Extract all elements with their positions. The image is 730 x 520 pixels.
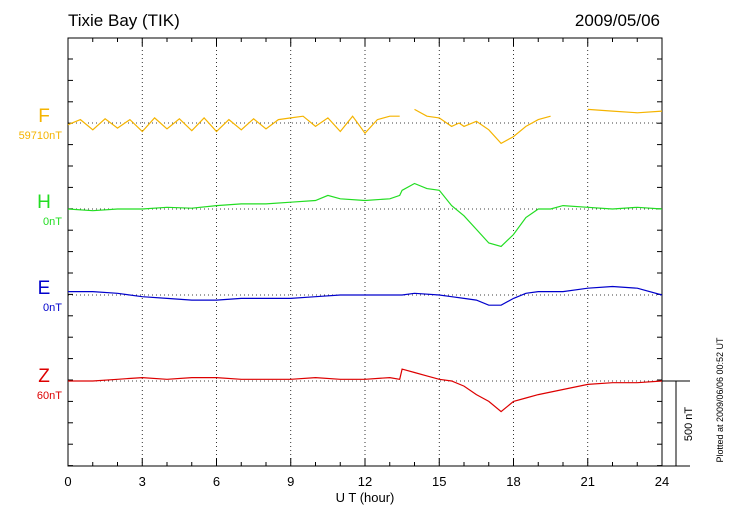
plotted-timestamp: Plotted at 2009/06/06 00:52 UT <box>715 337 725 463</box>
series-label-e: E <box>38 278 51 299</box>
series-baseline-z: 60nT <box>37 390 62 402</box>
series-layer: F 59710nT H 0nT E 0nT Z 60nT <box>19 106 663 413</box>
x-tick-label: 9 <box>287 474 294 489</box>
x-tick-label: 12 <box>358 474 372 489</box>
x-tick-label: 6 <box>213 474 220 489</box>
series-baseline-e: 0nT <box>43 302 62 314</box>
x-tick-label: 3 <box>139 474 146 489</box>
x-tick-label: 0 <box>64 474 71 489</box>
x-tick-label: 15 <box>432 474 446 489</box>
x-tick-label: 21 <box>581 474 595 489</box>
scale-bar: 500 nT <box>662 380 695 467</box>
scale-bar-label: 500 nT <box>683 407 695 442</box>
chart-title: Tixie Bay (TIK) <box>68 11 180 30</box>
series-baseline-h: 0nT <box>43 216 62 228</box>
series-baseline-f: 59710nT <box>19 130 63 142</box>
series-line-h <box>67 182 663 248</box>
series-label-z: Z <box>38 366 50 387</box>
x-tick-label: 24 <box>655 474 669 489</box>
series-label-h: H <box>37 192 51 213</box>
series-label-f: F <box>38 106 50 127</box>
series-line-f <box>67 108 663 145</box>
chart-date: 2009/05/06 <box>575 11 660 30</box>
series-line-e <box>68 285 663 306</box>
grid <box>68 38 662 466</box>
x-axis: 0 3 6 9 12 15 18 21 24 <box>64 38 669 489</box>
x-tick-label: 18 <box>506 474 520 489</box>
series-line-z <box>68 368 663 413</box>
x-axis-label: U T (hour) <box>336 490 395 505</box>
